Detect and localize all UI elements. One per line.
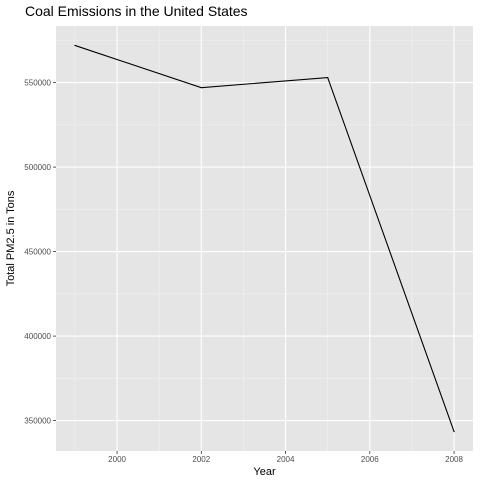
data-point xyxy=(453,430,455,433)
gridlines xyxy=(56,26,473,451)
x-axis: 2000 2002 2004 2006 2008 xyxy=(108,451,463,464)
y-tick-label: 400000 xyxy=(24,332,51,341)
series-line xyxy=(74,44,455,432)
x-tick-label: 2000 xyxy=(108,455,126,464)
data-point xyxy=(327,76,329,79)
y-axis-label: Total PM2.5 in Tons xyxy=(5,190,17,286)
y-axis: 350000 400000 450000 500000 550000 xyxy=(24,79,56,426)
x-tick-label: 2002 xyxy=(192,455,210,464)
y-tick-label: 500000 xyxy=(24,163,51,172)
y-tick-label: 350000 xyxy=(24,417,51,426)
x-tick-label: 2006 xyxy=(361,455,379,464)
x-axis-label: Year xyxy=(253,466,276,478)
chart-title: Coal Emissions in the United States xyxy=(25,3,248,19)
plot-panel xyxy=(56,26,473,451)
data-point xyxy=(74,44,76,47)
y-tick-label: 550000 xyxy=(24,79,51,88)
series-group xyxy=(74,44,455,433)
x-tick-label: 2008 xyxy=(445,455,463,464)
y-tick-label: 450000 xyxy=(24,248,51,257)
x-tick-label: 2004 xyxy=(277,455,295,464)
data-point xyxy=(200,87,202,89)
